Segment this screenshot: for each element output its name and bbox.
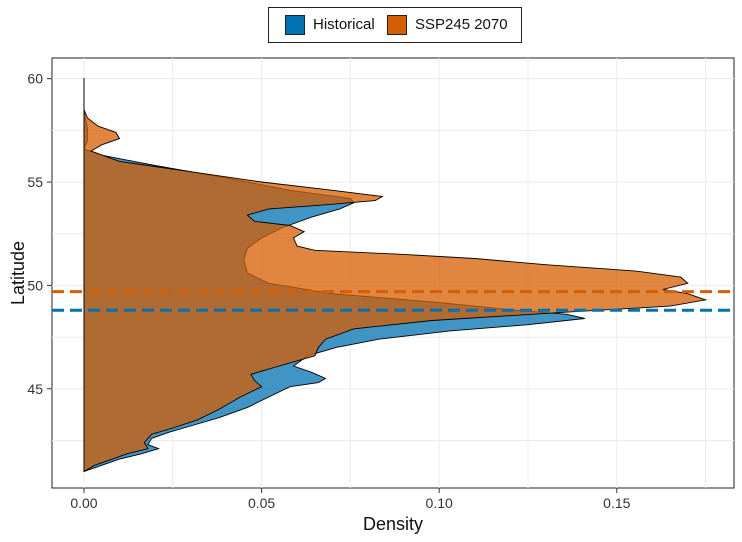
x-axis-title: Density: [363, 514, 423, 534]
density-area-ssp245: [83, 77, 708, 473]
mean-lines: [52, 290, 734, 312]
y-tick-label: 45: [27, 381, 43, 397]
legend: Historical SSP245 2070: [268, 7, 522, 43]
y-axis-title: Latitude: [8, 241, 28, 305]
x-tick-label: 0.15: [603, 495, 630, 511]
y-tick-label: 50: [27, 277, 43, 293]
legend-label-ssp245: SSP245 2070: [415, 16, 508, 33]
x-tick-label: 0.00: [70, 495, 97, 511]
legend-key-historical: [285, 15, 305, 35]
y-tick-label: 55: [27, 174, 43, 190]
y-tick-label: 60: [27, 71, 43, 87]
y-axis: 45 50 55 60: [27, 71, 52, 397]
x-axis: 0.00 0.05 0.10 0.15: [70, 488, 631, 511]
series-group: [83, 77, 708, 473]
x-tick-label: 0.05: [248, 495, 275, 511]
legend-label-historical: Historical: [313, 16, 375, 33]
x-tick-label: 0.10: [426, 495, 453, 511]
legend-key-ssp245: [387, 15, 407, 35]
